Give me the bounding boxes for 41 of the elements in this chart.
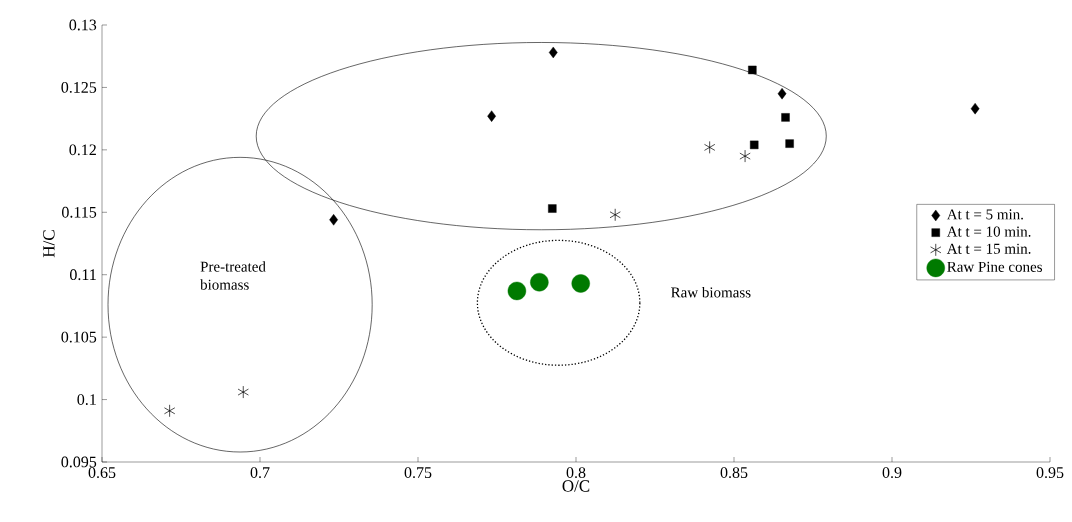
point — [739, 149, 751, 163]
point — [237, 385, 249, 399]
point — [571, 274, 590, 293]
point — [530, 273, 549, 292]
point — [785, 139, 794, 148]
legend-label: Raw Pine cones — [947, 261, 1043, 272]
point — [748, 65, 757, 75]
y-tick-label: 0.11 — [70, 269, 96, 281]
point — [970, 102, 980, 115]
y-tick-label: 0.105 — [61, 331, 97, 343]
point — [781, 113, 790, 122]
annotation: Pre-treated biomass — [200, 261, 266, 290]
point — [548, 204, 557, 213]
x-tick-label: 0.85 — [720, 467, 748, 479]
point — [507, 281, 527, 301]
x-tick-label: 0.7 — [250, 467, 270, 479]
y-tick-label: 0.115 — [62, 206, 97, 218]
y-tick-label: 0.125 — [61, 81, 97, 93]
point — [777, 87, 787, 100]
y-tick-label: 0.13 — [69, 19, 97, 31]
y-tick-label: 0.1 — [77, 394, 96, 406]
point — [548, 46, 558, 59]
point — [750, 140, 759, 150]
legend-label: At t = 15 min. — [946, 243, 1031, 254]
point — [609, 208, 621, 222]
x-tick-label: 0.65 — [88, 467, 116, 479]
x-axis-title: O/C — [562, 480, 590, 492]
x-tick-label: 0.95 — [1036, 467, 1064, 479]
legend-label: At t = 10 min. — [946, 226, 1031, 237]
annotation: Raw biomass — [671, 286, 751, 298]
x-tick-label: 0.9 — [882, 467, 902, 479]
x-tick-label: 0.75 — [404, 467, 432, 479]
point — [704, 141, 716, 154]
legend-label: At t = 5 min. — [946, 209, 1023, 220]
y-tick-label: 0.12 — [69, 144, 96, 156]
point — [329, 214, 338, 226]
y-axis-title: H/C — [43, 230, 55, 258]
x-tick-label: 0.8 — [566, 467, 586, 479]
point — [164, 404, 176, 418]
y-tick-label: 0.095 — [61, 456, 97, 468]
point — [487, 110, 496, 122]
